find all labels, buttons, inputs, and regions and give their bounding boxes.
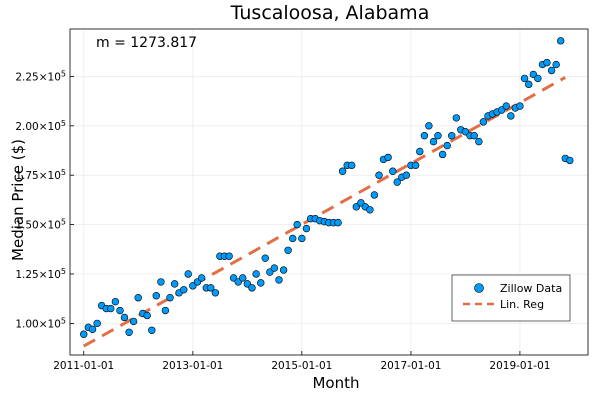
scatter-point xyxy=(389,167,397,175)
scatter-points-layer xyxy=(80,37,574,338)
legend-label-linreg: Lin. Reg xyxy=(500,298,544,311)
scatter-point xyxy=(502,102,510,110)
scatter-point xyxy=(148,326,156,335)
scatter-point xyxy=(125,328,133,336)
y-tick-label: 1.25×105 xyxy=(15,267,66,281)
scatter-point xyxy=(516,102,524,110)
scatter-point xyxy=(207,284,215,292)
scatter-point xyxy=(157,278,165,286)
scatter-point xyxy=(429,137,438,146)
scatter-point xyxy=(479,118,488,126)
scatter-point xyxy=(547,66,556,75)
scatter-point xyxy=(143,311,151,320)
legend: Zillow Data Lin. Reg xyxy=(451,274,571,322)
scatter-point xyxy=(134,294,142,302)
x-tick-label: 2015-01-01 xyxy=(271,360,332,372)
scatter-point xyxy=(543,58,551,67)
scatter-point xyxy=(248,284,256,292)
legend-label-zillow: Zillow Data xyxy=(500,282,562,295)
scatter-point xyxy=(111,297,120,306)
scatter-point xyxy=(416,147,424,156)
scatter-point xyxy=(393,178,401,186)
regression-line-layer xyxy=(83,76,567,348)
scatter-point xyxy=(279,266,288,274)
scatter-point xyxy=(289,234,297,243)
scatter-point xyxy=(448,131,456,140)
scatter-point xyxy=(116,306,124,315)
scatter-point xyxy=(434,131,442,140)
y-tick-label: 1.50×105 xyxy=(15,218,66,232)
y-tick-label: 2.25×105 xyxy=(15,69,66,83)
scatter-point xyxy=(425,122,433,130)
scatter-point xyxy=(284,246,292,254)
scatter-point xyxy=(334,218,342,227)
scatter-point xyxy=(520,74,529,83)
scatter-point xyxy=(152,292,160,300)
x-axis-label: Month xyxy=(312,374,359,392)
scatter-point xyxy=(507,112,515,120)
scatter-point xyxy=(298,234,306,243)
scatter-point xyxy=(88,325,97,334)
scatter-point xyxy=(211,289,220,297)
scatter-point xyxy=(411,161,420,170)
x-axis-ticks: 2011-01-01 2013-01-01 2015-01-01 2017-01-01… xyxy=(53,351,550,372)
x-tick-label: 2013-01-01 xyxy=(162,360,223,372)
scatter-point xyxy=(443,141,451,150)
x-tick-label: 2011-01-01 xyxy=(53,360,114,372)
scatter-point xyxy=(370,191,379,199)
chart-title: Tuscaloosa, Alabama xyxy=(230,2,430,24)
scatter-point xyxy=(566,156,574,165)
legend-scatter-marker xyxy=(474,283,484,293)
scatter-point xyxy=(257,279,265,287)
scatter-point xyxy=(107,304,115,313)
scatter-point xyxy=(347,161,356,170)
scatter-point xyxy=(120,313,129,322)
x-tick-label: 2017-01-01 xyxy=(380,360,441,372)
scatter-point xyxy=(239,274,247,282)
scatter-point xyxy=(93,319,101,328)
scatter-point xyxy=(180,286,188,294)
scatter-point xyxy=(552,60,560,69)
y-tick-label: 2.00×105 xyxy=(15,119,66,133)
scatter-point xyxy=(80,330,88,338)
regression-line xyxy=(83,76,567,348)
scatter-point xyxy=(475,137,483,146)
y-axis-label: Median Price ($) xyxy=(9,139,27,261)
scatter-point xyxy=(302,224,311,233)
scatter-point xyxy=(252,270,260,278)
scatter-point xyxy=(338,167,347,175)
scatter-point xyxy=(384,153,392,162)
scatter-point xyxy=(293,220,301,229)
scatter-point xyxy=(275,276,283,284)
scatter-point xyxy=(452,114,461,122)
y-tick-label: 1.75×105 xyxy=(15,168,66,182)
scatter-point xyxy=(197,274,206,282)
scatter-point xyxy=(166,294,174,302)
scatter-point xyxy=(470,131,478,140)
scatter-point xyxy=(225,252,233,260)
scatter-point xyxy=(534,74,542,83)
scatter-point xyxy=(375,171,383,179)
scatter-point xyxy=(366,206,374,214)
scatter-point xyxy=(438,150,447,159)
scatter-point xyxy=(184,270,192,278)
scatter-point xyxy=(170,280,179,288)
scatter-point xyxy=(556,37,565,45)
scatter-point xyxy=(161,306,170,315)
plot-frame xyxy=(69,28,589,356)
legend-box xyxy=(451,274,571,322)
y-axis-ticks: 1.00×105 1.25×105 1.50×105 1.75×105 2.00×105… xyxy=(15,69,74,330)
scatter-point xyxy=(402,171,411,179)
grid-lines xyxy=(70,29,588,355)
scatter-point xyxy=(420,131,429,140)
y-tick-label: 1.00×105 xyxy=(15,316,66,330)
x-tick-label: 2019-01-01 xyxy=(489,360,550,372)
scatter-point xyxy=(129,317,138,326)
scatter-point xyxy=(525,80,533,89)
scatter-point xyxy=(261,254,269,262)
slope-annotation: m = 1273.817 xyxy=(96,35,197,51)
scatter-point xyxy=(270,264,279,272)
